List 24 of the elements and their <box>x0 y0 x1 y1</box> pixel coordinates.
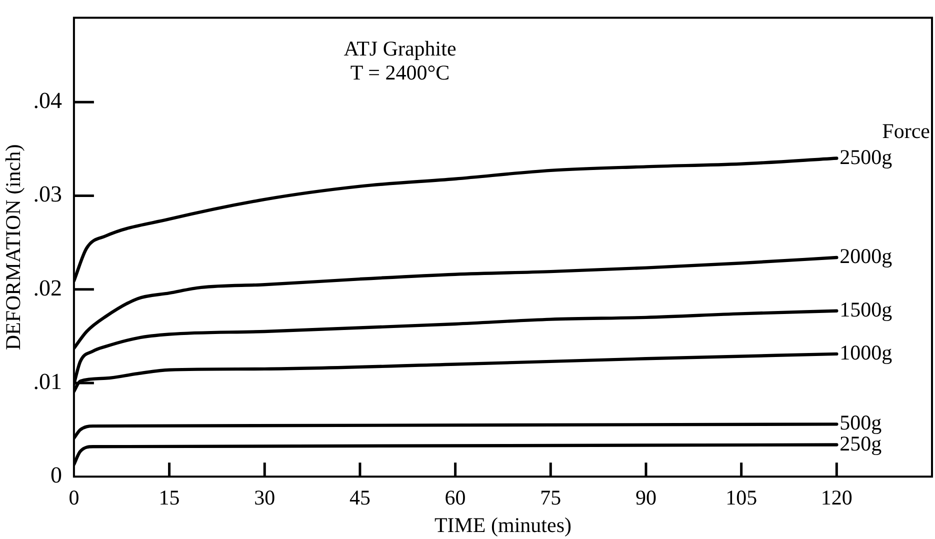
y-axis-title: DEFORMATION (inch) <box>1 144 26 350</box>
legend-title: Force <box>882 118 930 143</box>
x-tick-label: 90 <box>635 486 656 510</box>
x-tick-label: 75 <box>540 486 562 510</box>
text: T = 2400°C <box>350 60 450 84</box>
y-tick-label: 0 <box>50 462 62 488</box>
series-label: 2000g <box>840 244 893 268</box>
x-axis-title: TIME (minutes) <box>434 512 572 537</box>
y-tick-label: .02 <box>33 275 62 300</box>
x-tick-label: 30 <box>254 486 276 510</box>
series-label: 2500g <box>840 144 893 169</box>
y-tick-label: .01 <box>33 369 62 394</box>
series-label: 1500g <box>840 297 893 322</box>
x-tick-label: 15 <box>158 486 180 510</box>
y-tick-label: .03 <box>33 182 62 207</box>
x-tick-label: 105 <box>726 486 758 510</box>
x-tick-label: 60 <box>444 486 466 510</box>
series-label: 500g <box>840 410 882 435</box>
y-tick-label: .04 <box>33 88 62 114</box>
series-label: 1000g <box>840 340 893 364</box>
x-tick-label: 120 <box>820 486 852 510</box>
text: ATJ Graphite <box>344 36 456 60</box>
x-tick-label: 45 <box>349 486 370 510</box>
x-tick-label: 0 <box>68 486 80 510</box>
